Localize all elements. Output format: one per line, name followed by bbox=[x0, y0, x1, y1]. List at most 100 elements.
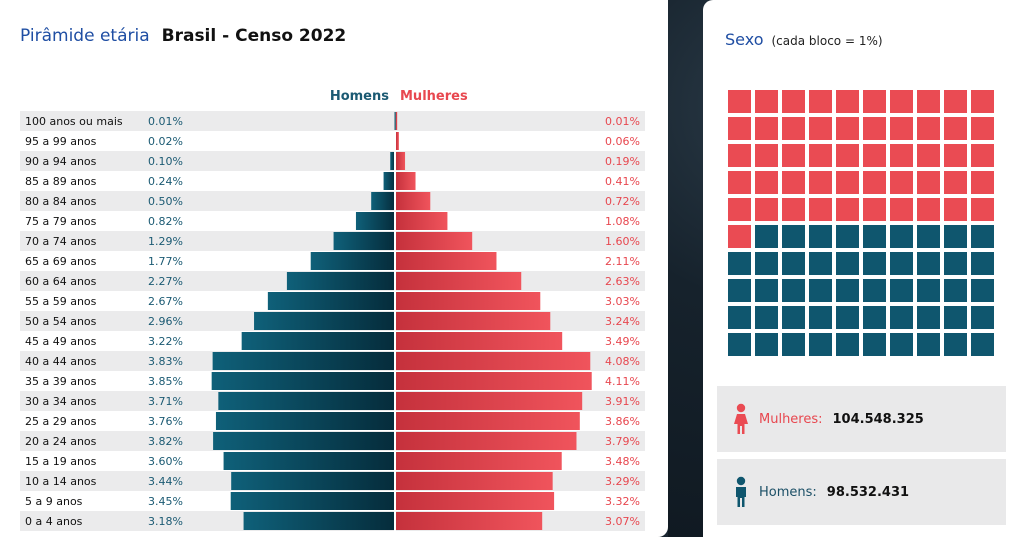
waffle-block-men bbox=[809, 306, 832, 329]
bar-men bbox=[394, 112, 396, 130]
men-value-label: 3.82% bbox=[148, 435, 183, 448]
women-value-label: 3.91% bbox=[605, 395, 640, 408]
age-group-label: 35 a 39 anos bbox=[25, 375, 97, 388]
age-group-label: 90 a 94 anos bbox=[25, 155, 97, 168]
women-value-label: 3.49% bbox=[605, 335, 640, 348]
waffle-block-men bbox=[917, 279, 940, 302]
men-value-label: 3.44% bbox=[148, 475, 183, 488]
waffle-block-men bbox=[890, 225, 913, 248]
men-value-label: 3.22% bbox=[148, 335, 183, 348]
bar-men bbox=[383, 172, 395, 190]
waffle-block-men bbox=[917, 225, 940, 248]
waffle-block-men bbox=[863, 333, 886, 356]
table-row-bg bbox=[20, 231, 645, 251]
bar-men bbox=[231, 472, 395, 490]
male-person-icon bbox=[736, 476, 746, 507]
waffle-block-women bbox=[944, 144, 967, 167]
women-value-label: 4.11% bbox=[605, 375, 640, 388]
bar-women bbox=[396, 152, 406, 170]
waffle-block-women bbox=[890, 117, 913, 140]
table-row-bg bbox=[20, 111, 645, 131]
waffle-block-women bbox=[917, 117, 940, 140]
age-group-label: 40 a 44 anos bbox=[25, 355, 97, 368]
bar-women bbox=[396, 172, 416, 190]
waffle-block-women bbox=[917, 198, 940, 221]
waffle-block-women bbox=[728, 225, 751, 248]
waffle-block-men bbox=[728, 306, 751, 329]
men-value-label: 0.82% bbox=[148, 215, 183, 228]
waffle-block-women bbox=[890, 144, 913, 167]
chart-subtitle: Brasil - Censo 2022 bbox=[161, 26, 347, 46]
men-value-label: 3.45% bbox=[148, 495, 183, 508]
waffle-block-men bbox=[863, 252, 886, 275]
waffle-block-men bbox=[728, 279, 751, 302]
age-group-label: 45 a 49 anos bbox=[25, 335, 97, 348]
bar-men bbox=[213, 432, 395, 450]
bar-women bbox=[396, 452, 562, 470]
bar-women bbox=[396, 232, 473, 250]
chart-header: Pirâmide etária Brasil - Censo 2022 bbox=[20, 26, 346, 46]
female-person-icon bbox=[734, 403, 748, 434]
waffle-block-women bbox=[809, 171, 832, 194]
age-group-label: 65 a 69 anos bbox=[25, 255, 97, 268]
waffle-block-men bbox=[863, 306, 886, 329]
waffle-block-men bbox=[890, 333, 913, 356]
age-group-label: 15 a 19 anos bbox=[25, 455, 97, 468]
waffle-block-women bbox=[890, 198, 913, 221]
sex-header: Sexo (cada bloco = 1%) bbox=[725, 30, 883, 49]
waffle-block-women bbox=[944, 198, 967, 221]
women-value-label: 2.11% bbox=[605, 255, 640, 268]
waffle-block-men bbox=[917, 333, 940, 356]
waffle-block-women bbox=[917, 90, 940, 113]
waffle-block-women bbox=[755, 171, 778, 194]
age-group-label: 70 a 74 anos bbox=[25, 235, 97, 248]
waffle-block-women bbox=[944, 117, 967, 140]
women-value-label: 3.24% bbox=[605, 315, 640, 328]
age-group-label: 60 a 64 anos bbox=[25, 275, 97, 288]
men-value-label: 3.60% bbox=[148, 455, 183, 468]
waffle-block-women bbox=[971, 144, 994, 167]
waffle-block-women bbox=[782, 171, 805, 194]
waffle-block-men bbox=[890, 252, 913, 275]
age-group-label: 10 a 14 anos bbox=[25, 475, 97, 488]
waffle-block-men bbox=[782, 306, 805, 329]
men-value-label: 0.01% bbox=[148, 115, 183, 128]
bar-women bbox=[396, 112, 398, 130]
women-value-label: 3.32% bbox=[605, 495, 640, 508]
bar-men bbox=[212, 352, 395, 370]
waffle-block-women bbox=[809, 144, 832, 167]
waffle-block-women bbox=[728, 117, 751, 140]
waffle-block-women bbox=[944, 171, 967, 194]
bar-men bbox=[241, 332, 395, 350]
men-stat-box: Homens: 98.532.431 bbox=[717, 459, 1006, 525]
waffle-block-men bbox=[836, 252, 859, 275]
sex-title: Sexo bbox=[725, 30, 764, 49]
waffle-block-men bbox=[728, 333, 751, 356]
waffle-block-men bbox=[971, 225, 994, 248]
waffle-block-women bbox=[782, 90, 805, 113]
waffle-block-men bbox=[971, 306, 994, 329]
age-group-label: 5 a 9 anos bbox=[25, 495, 83, 508]
men-value-label: 2.96% bbox=[148, 315, 183, 328]
men-value-label: 1.29% bbox=[148, 235, 183, 248]
age-group-label: 100 anos ou mais bbox=[25, 115, 123, 128]
waffle-block-men bbox=[782, 333, 805, 356]
men-value-label: 0.10% bbox=[148, 155, 183, 168]
bar-men bbox=[286, 272, 395, 290]
age-group-label: 25 a 29 anos bbox=[25, 415, 97, 428]
waffle-block-women bbox=[782, 198, 805, 221]
women-value-label: 3.29% bbox=[605, 475, 640, 488]
bar-women bbox=[396, 352, 591, 370]
women-value-label: 3.79% bbox=[605, 435, 640, 448]
bar-men bbox=[390, 152, 395, 170]
age-group-label: 20 a 24 anos bbox=[25, 435, 97, 448]
waffle-block-women bbox=[890, 90, 913, 113]
bar-men bbox=[243, 512, 395, 530]
waffle-block-women bbox=[863, 144, 886, 167]
bar-men bbox=[355, 212, 395, 230]
age-group-label: 80 a 84 anos bbox=[25, 195, 97, 208]
waffle-block-women bbox=[809, 198, 832, 221]
bar-women bbox=[396, 412, 580, 430]
bar-women bbox=[396, 432, 577, 450]
waffle-block-men bbox=[755, 252, 778, 275]
